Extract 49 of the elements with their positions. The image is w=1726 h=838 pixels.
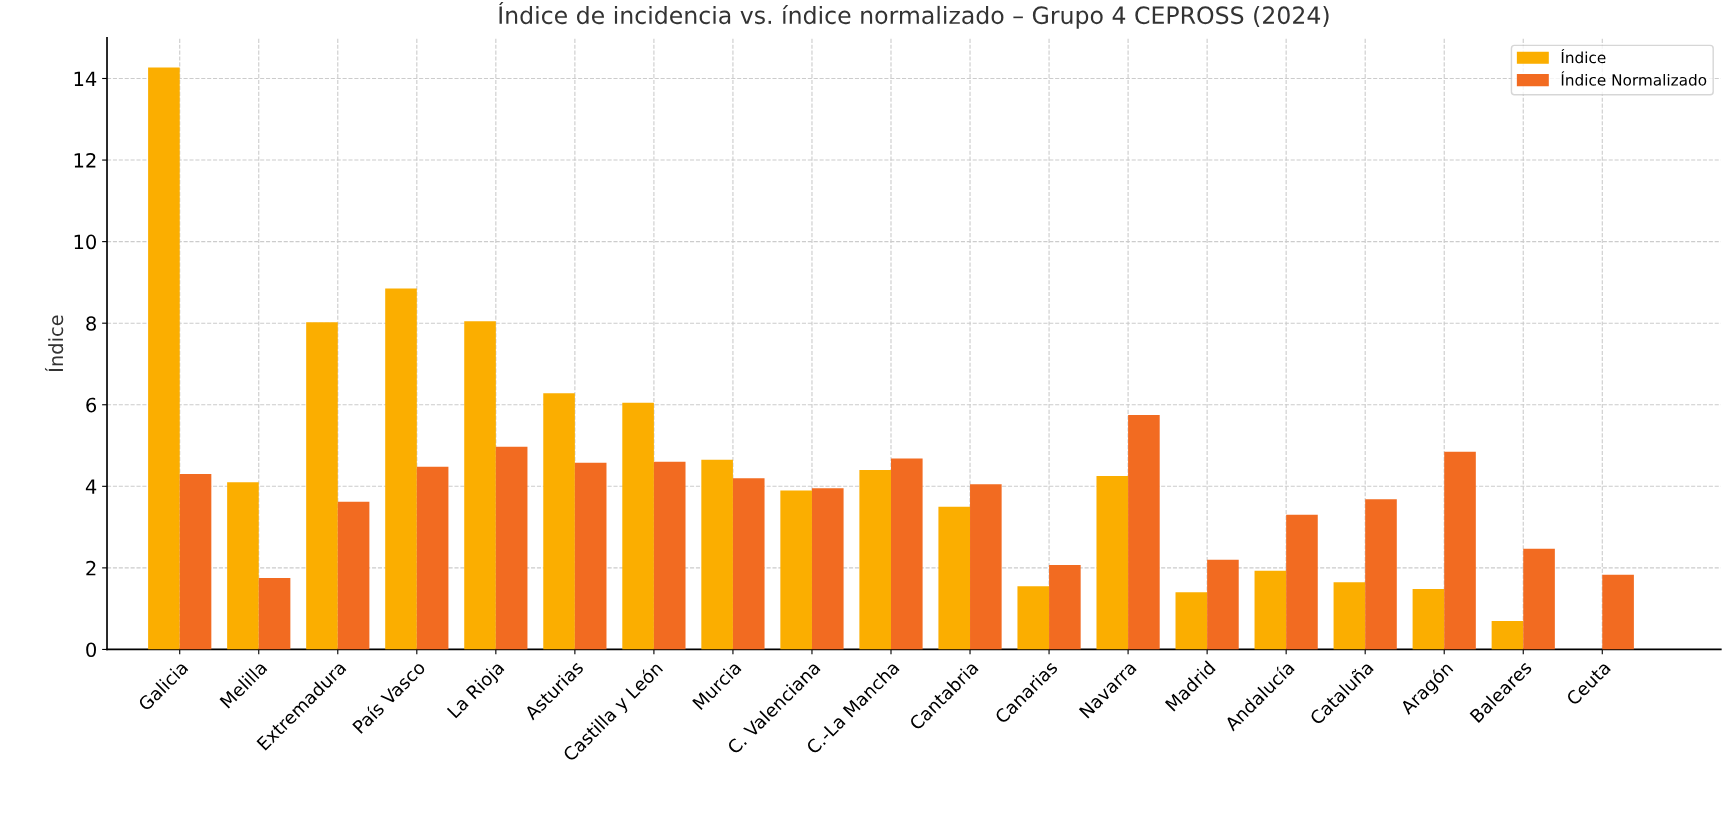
bar bbox=[811, 488, 844, 650]
bar bbox=[938, 506, 971, 650]
bar bbox=[1412, 589, 1445, 650]
bar bbox=[1254, 570, 1287, 650]
bar bbox=[258, 578, 291, 650]
bar bbox=[859, 470, 891, 650]
bar bbox=[1365, 499, 1397, 650]
bar bbox=[495, 446, 528, 650]
bar bbox=[891, 458, 923, 650]
bar bbox=[148, 67, 180, 650]
bar bbox=[543, 393, 575, 650]
bar bbox=[1602, 574, 1634, 650]
bar bbox=[1096, 476, 1129, 650]
bar bbox=[179, 474, 212, 650]
y-tick-label: 14 bbox=[74, 71, 97, 86]
y-tick-label: 10 bbox=[74, 234, 96, 250]
bar bbox=[1444, 451, 1476, 650]
bar bbox=[227, 482, 259, 650]
legend-label: Índice bbox=[1561, 48, 1606, 64]
bar bbox=[1523, 548, 1555, 650]
bar bbox=[1333, 582, 1366, 650]
bar bbox=[1175, 592, 1208, 650]
bar bbox=[464, 321, 496, 650]
bar bbox=[970, 484, 1002, 650]
bar bbox=[1017, 586, 1050, 650]
y-tick-label: 4 bbox=[85, 479, 97, 494]
chart-title: Índice de incidencia vs. índice normalizado – Grupo 4 CEPROSS (2024) bbox=[499, 1, 1329, 29]
y-tick-label: 12 bbox=[74, 153, 96, 168]
y-tick-label: 8 bbox=[86, 316, 96, 331]
y-tick-label: 6 bbox=[86, 397, 97, 413]
y-tick-label: 0 bbox=[86, 642, 96, 658]
bar bbox=[653, 461, 686, 650]
bar bbox=[306, 322, 338, 650]
bar bbox=[1207, 559, 1239, 650]
bar bbox=[622, 402, 654, 650]
bar bbox=[385, 288, 417, 650]
bar bbox=[337, 501, 370, 650]
legend-label: Índice Normalizado bbox=[1561, 71, 1707, 86]
y-tick-label: 2 bbox=[86, 560, 96, 576]
bar bbox=[732, 478, 765, 650]
bar bbox=[1491, 620, 1524, 650]
bar bbox=[416, 466, 449, 650]
bar bbox=[1286, 514, 1318, 650]
bar bbox=[780, 490, 812, 650]
y-axis-title: Índice bbox=[44, 315, 64, 372]
bar bbox=[574, 462, 607, 650]
bar bbox=[1049, 565, 1081, 650]
bar bbox=[1128, 414, 1160, 650]
bar bbox=[701, 459, 733, 650]
